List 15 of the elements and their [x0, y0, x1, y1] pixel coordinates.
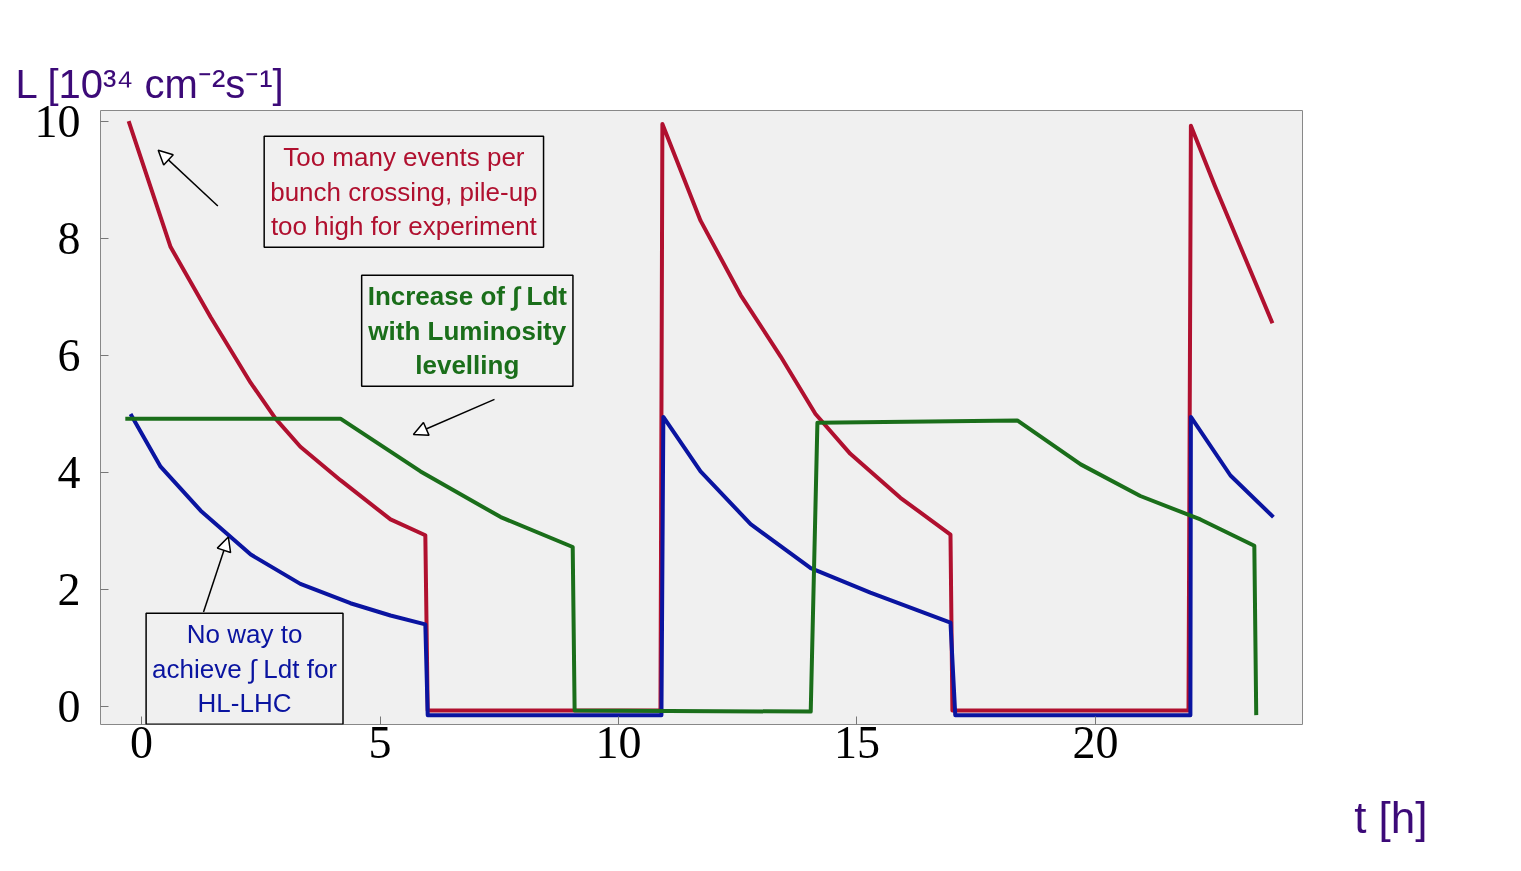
x-tick-label: 15 — [834, 716, 880, 768]
y-tick-label: 6 — [57, 329, 81, 381]
y-tick-label: 4 — [57, 447, 81, 499]
y-tick-label: 0 — [57, 681, 81, 733]
y-tick-label: 8 — [57, 212, 81, 264]
x-tick-label: 5 — [368, 716, 392, 768]
y-axis-title: L [10³⁴ cm⁻²s⁻¹] — [15, 61, 284, 106]
x-tick-label: 20 — [1072, 716, 1119, 768]
x-tick-label: 0 — [130, 716, 154, 768]
x-tick-label: 10 — [595, 716, 642, 768]
x-axis-title: t [h] — [1354, 792, 1428, 842]
y-tick-label: 2 — [57, 564, 81, 616]
annotation: Increase of ∫ Ldt with Luminosity levelling — [367, 281, 568, 381]
annotation: Too many events per bunch crossing, pile-up too high for experiment — [270, 142, 538, 242]
annotation: No way to achieve ∫ Ldt for HL-LHC — [152, 619, 338, 719]
